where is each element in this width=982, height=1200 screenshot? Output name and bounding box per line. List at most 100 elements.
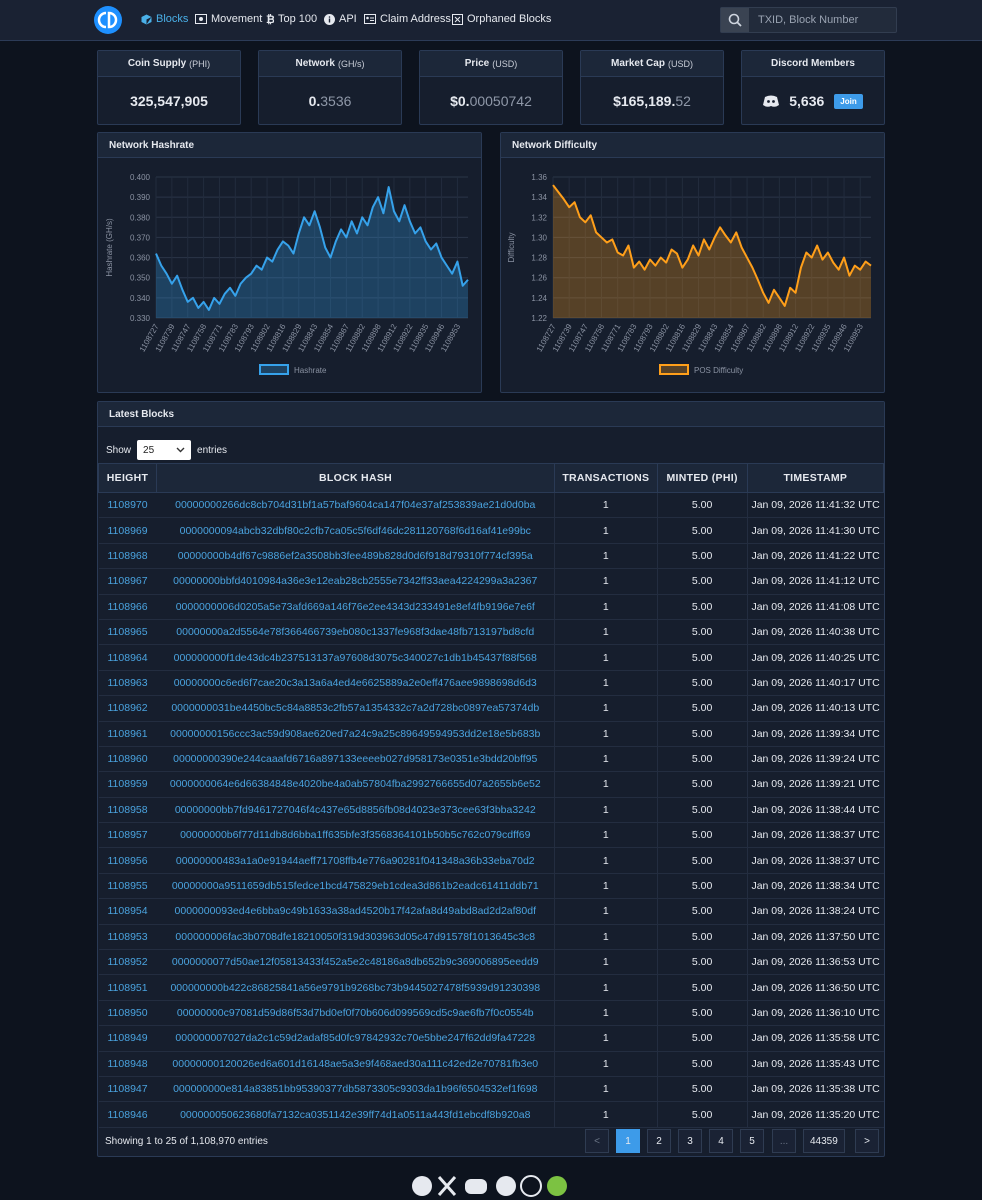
hash-link[interactable]: 00000000a9511659db515fedce1bcd475829eb1c… xyxy=(156,873,556,900)
hash-link[interactable]: 000000007027da2c1c59d2adaf85d0fc97842932… xyxy=(156,1025,556,1052)
table-row: 1108969 0000000094abcb32dbf80c2cfb7ca05c5… xyxy=(98,517,884,544)
table-row: 1108956 00000000483a1a0e91944aeff71708ffb… xyxy=(98,847,884,874)
nav-link[interactable]: Blocks xyxy=(141,13,188,25)
height-link[interactable]: 1108955 xyxy=(98,873,157,900)
minted: 5.00 xyxy=(657,1101,748,1128)
hash-link[interactable]: 00000000c97081d59d86f53d7bd0ef0f70b606d0… xyxy=(156,1000,556,1027)
hash-link[interactable]: 00000000483a1a0e91944aeff71708ffb4e776a9… xyxy=(156,847,556,874)
page-button[interactable]: 44359 xyxy=(803,1129,845,1153)
minted: 5.00 xyxy=(657,619,748,646)
search-button[interactable] xyxy=(721,8,749,32)
height-link[interactable]: 1108949 xyxy=(98,1025,157,1052)
search-box[interactable]: TXID, Block Number xyxy=(720,7,897,33)
nav-link[interactable]: Movement xyxy=(195,13,262,25)
difficulty-panel: Network Difficulty 1.22 1.24 1.26 1.28 1.30 1… xyxy=(500,132,885,393)
page-button[interactable]: 4 xyxy=(709,1129,733,1153)
height-link[interactable]: 1108961 xyxy=(98,721,157,747)
timestamp: Jan 09, 2026 11:38:24 UTC xyxy=(747,898,884,925)
hash-link[interactable]: 000000000f1de43dc4b237513137a97608d3075c… xyxy=(156,644,556,671)
hash-link[interactable]: 0000000006d0205a5e73afd669a146f76e2ee434… xyxy=(156,594,556,620)
height-link[interactable]: 1108946 xyxy=(98,1101,157,1128)
hash-link[interactable]: 00000000120026ed6a601d16148ae5a3e9f468ae… xyxy=(156,1051,556,1077)
height-link[interactable]: 1108951 xyxy=(98,974,157,1001)
length-select[interactable]: 25 xyxy=(137,440,192,460)
page-button[interactable]: < xyxy=(585,1129,609,1153)
nav-icon xyxy=(452,13,463,25)
logo[interactable] xyxy=(93,5,123,35)
minted: 5.00 xyxy=(657,670,748,697)
y-tick-label: 0.340 xyxy=(130,294,151,303)
github-icon[interactable] xyxy=(412,1176,432,1196)
icon xyxy=(324,13,335,25)
hash-link[interactable]: 00000000bb7fd9461727046f4c437e65d8856fb0… xyxy=(156,797,556,824)
height-link[interactable]: 1108958 xyxy=(98,797,157,824)
y-tick-label: 0.350 xyxy=(130,274,151,283)
hash-link[interactable]: 00000000266dc8cb704d31bf1a57baf9604ca147… xyxy=(156,492,556,519)
height-link[interactable]: 1108950 xyxy=(98,1000,157,1027)
hash-link[interactable]: 000000050623680fa7132ca0351142e39ff74d1a… xyxy=(156,1101,556,1128)
hash-link[interactable]: 000000006fac3b0708dfe18210050f319d303963… xyxy=(156,924,556,951)
timestamp: Jan 09, 2026 11:40:25 UTC xyxy=(747,644,884,671)
height-link[interactable]: 1108970 xyxy=(98,492,157,519)
height-link[interactable]: 1108963 xyxy=(98,670,157,697)
table-row: 1108961 00000000156ccc3ac59d908ae620ed7a2… xyxy=(98,721,884,747)
coin-icon[interactable] xyxy=(547,1176,567,1196)
minted: 5.00 xyxy=(657,568,748,595)
page-button[interactable]: > xyxy=(855,1129,879,1153)
height-link[interactable]: 1108969 xyxy=(98,517,157,544)
join-button[interactable]: Join xyxy=(834,93,863,109)
nav-link[interactable]: Orphaned Blocks xyxy=(452,13,551,25)
web-icon[interactable] xyxy=(520,1175,542,1197)
y-tick-label: 1.36 xyxy=(531,173,547,182)
height-link[interactable]: 1108968 xyxy=(98,543,157,570)
hash-link[interactable]: 0000000077d50ae12f05813433f452a5e2c48186… xyxy=(156,949,556,976)
minted: 5.00 xyxy=(657,924,748,951)
height-link[interactable]: 1108956 xyxy=(98,847,157,874)
hash-link[interactable]: 0000000031be4450bc5c84a8853c2fb57a135433… xyxy=(156,695,556,722)
height-link[interactable]: 1108964 xyxy=(98,644,157,671)
hash-link[interactable]: 0000000064e6d66384848e4020be4a0ab57804fb… xyxy=(156,771,556,798)
hash-link[interactable]: 00000000b4df67c9886ef2a3508bb3fee489b828… xyxy=(156,543,556,570)
x-icon[interactable] xyxy=(437,1176,457,1196)
nav-icon xyxy=(364,14,376,24)
nav-link-text: Top 100 xyxy=(278,13,318,25)
y-axis-title: Difficulty xyxy=(507,232,516,262)
telegram-icon[interactable] xyxy=(496,1176,516,1196)
height-link[interactable]: 1108962 xyxy=(98,695,157,722)
height-link[interactable]: 1108947 xyxy=(98,1076,157,1103)
height-link[interactable]: 1108952 xyxy=(98,949,157,976)
hash-link[interactable]: 0000000093ed4e6bba9c49b1633a38ad4520b17f… xyxy=(156,898,556,925)
hash-link[interactable]: 00000000c6ed6f7cae20c3a13a6a4ed4e6625889… xyxy=(156,670,556,697)
height-link[interactable]: 1108948 xyxy=(98,1051,157,1077)
page-button[interactable]: 5 xyxy=(740,1129,764,1153)
height-link[interactable]: 1108953 xyxy=(98,924,157,951)
hash-link[interactable]: 000000000e814a83851bb95390377db5873305c9… xyxy=(156,1076,556,1103)
page-button[interactable]: 1 xyxy=(616,1129,640,1153)
nav-link[interactable]: Claim Address xyxy=(364,13,451,25)
stat-card: Price (USD) $0. 00050742 xyxy=(419,50,563,125)
table-row: 1108970 00000000266dc8cb704d31bf1a57baf96… xyxy=(98,492,884,519)
page-button[interactable]: 2 xyxy=(647,1129,671,1153)
height-link[interactable]: 1108957 xyxy=(98,822,157,849)
hash-link[interactable]: 00000000390e244caaafd6716a897133eeeeb027… xyxy=(156,746,556,773)
hash-link[interactable]: 000000000b422c86825841a56e9791b9268bc73b… xyxy=(156,974,556,1001)
nav-link[interactable]: API xyxy=(324,13,357,25)
discord-icon[interactable] xyxy=(465,1179,487,1194)
hash-link[interactable]: 00000000156ccc3ac59d908ae620ed7a24c9a25c… xyxy=(156,721,556,747)
page-button[interactable]: 3 xyxy=(678,1129,702,1153)
nav-link[interactable]: ₿ Top 100 xyxy=(266,13,317,25)
height-link[interactable]: 1108960 xyxy=(98,746,157,773)
hash-link[interactable]: 00000000b6f77d11db8d6bba1ff635bfe3f35683… xyxy=(156,822,556,849)
height-link[interactable]: 1108959 xyxy=(98,771,157,798)
hash-link[interactable]: 0000000094abcb32dbf80c2cfb7ca05c5f6df46d… xyxy=(156,517,556,544)
height-link[interactable]: 1108967 xyxy=(98,568,157,595)
height-link[interactable]: 1108954 xyxy=(98,898,157,925)
show-label: Show xyxy=(106,444,132,456)
height-link[interactable]: 1108966 xyxy=(98,594,157,620)
hash-link[interactable]: 00000000bbfd4010984a36e3e12eab28cb2555e7… xyxy=(156,568,556,595)
height-link[interactable]: 1108965 xyxy=(98,619,157,646)
page-button[interactable]: ... xyxy=(772,1129,796,1153)
hash-link[interactable]: 00000000a2d5564e78f366466739eb080c1337fe… xyxy=(156,619,556,646)
nav-link-text: Movement xyxy=(211,13,263,25)
